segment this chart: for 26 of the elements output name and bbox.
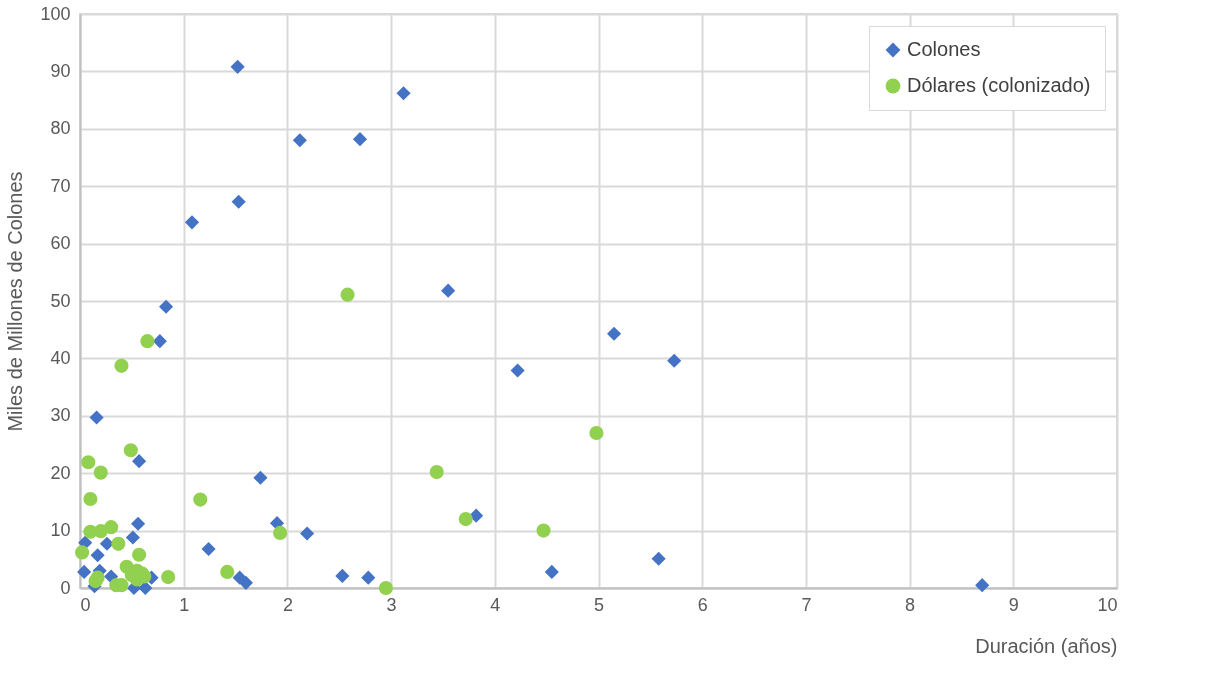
- y-tick-label: 70: [50, 175, 71, 196]
- y-tick-label: 20: [50, 462, 71, 483]
- y-tick-label: 100: [40, 3, 71, 24]
- x-tick-label: 7: [801, 594, 812, 615]
- x-tick-label: 8: [905, 594, 916, 615]
- x-tick-label: 5: [593, 594, 605, 615]
- x-tick-label: 1: [179, 594, 190, 615]
- x-tick-label: 6: [697, 594, 708, 615]
- y-tick-label: 40: [50, 347, 71, 368]
- y-tick-label: 0: [60, 577, 71, 598]
- x-tick-label: 10: [1097, 594, 1118, 615]
- x-tick-label: 4: [490, 594, 501, 615]
- y-axis-title: Miles de Millones de Colones: [4, 171, 27, 432]
- y-tick-label: 10: [50, 520, 71, 541]
- legend-label: Dólares (colonizado): [907, 74, 1091, 96]
- y-tick-label: 30: [50, 405, 71, 426]
- x-tick-label: 9: [1008, 594, 1019, 615]
- x-tick-label: 2: [282, 594, 293, 615]
- y-tick-label: 60: [50, 233, 71, 254]
- x-tick-label: 0: [80, 594, 91, 615]
- x-tick-label: 3: [386, 594, 397, 615]
- legend-label: Colones: [907, 38, 981, 60]
- y-tick-label: 50: [50, 290, 71, 311]
- x-axis-title: Duración (años): [975, 634, 1118, 657]
- y-tick-label: 80: [50, 118, 71, 139]
- y-tick-label: 90: [50, 60, 71, 81]
